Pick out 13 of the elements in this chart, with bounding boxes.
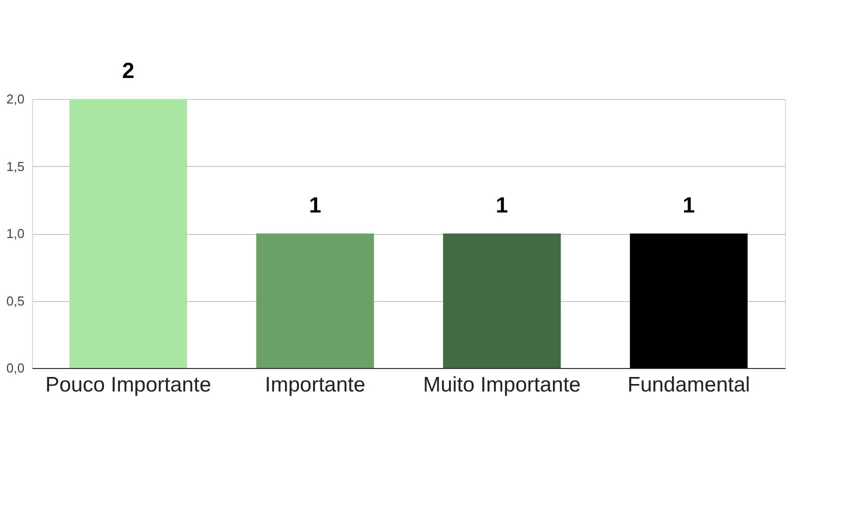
- y-tick-label: 0,5: [6, 293, 24, 308]
- x-tick-label: Pouco Importante: [45, 374, 212, 396]
- data-label: 1: [308, 192, 322, 218]
- y-tick-label: 1,0: [6, 226, 24, 241]
- x-tick-label: Muito Importante: [423, 374, 581, 396]
- y-tick-label: 1,5: [6, 158, 24, 174]
- y-tick-label: 2,0: [6, 92, 24, 106]
- data-label: 1: [682, 192, 695, 218]
- y-tick-label: 0,0: [6, 360, 24, 376]
- x-tick-label: Importante: [264, 374, 366, 396]
- data-label: 1: [496, 192, 508, 218]
- x-tick-label: Fundamental: [627, 374, 750, 396]
- data-label: 2: [122, 58, 134, 83]
